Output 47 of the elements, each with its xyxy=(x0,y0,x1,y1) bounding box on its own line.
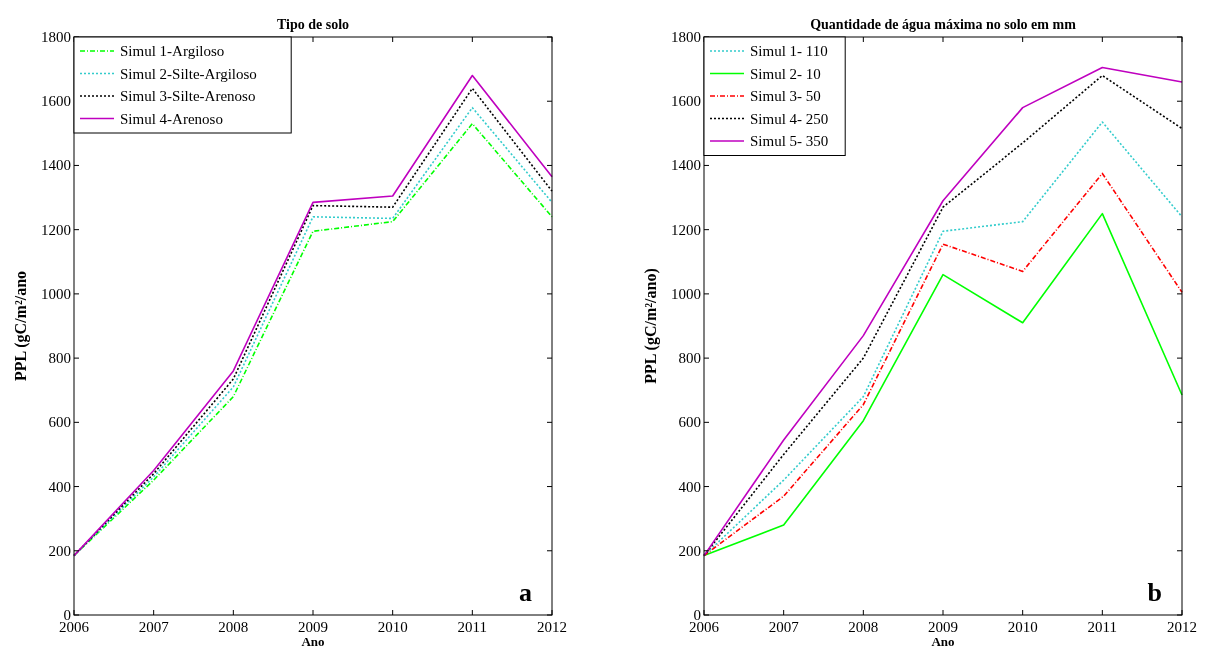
annotation: b xyxy=(1147,578,1162,607)
legend-label: Simul 3- 50 xyxy=(750,88,821,104)
legend-label: Simul 3-Silte-Arenoso xyxy=(120,88,256,104)
y-tick-label: 1800 xyxy=(671,29,701,45)
y-axis-title: PPL (gC/m²/ano) xyxy=(642,268,660,384)
legend-label: Simul 4-Arenoso xyxy=(120,110,223,127)
x-tick-label: 2007 xyxy=(138,619,170,635)
y-tick-label: 400 xyxy=(48,478,71,495)
x-tick-label: 2010 xyxy=(1007,619,1038,635)
y-tick-label: 1200 xyxy=(41,221,71,238)
legend-label: Simul 2-Silte-Argiloso xyxy=(120,65,257,82)
y-tick-label: 800 xyxy=(678,350,701,367)
x-tick-label: 2012 xyxy=(1167,619,1197,635)
y-tick-label: 1000 xyxy=(41,285,71,302)
y-tick-label: 400 xyxy=(678,478,701,495)
y-tick-label: 800 xyxy=(48,350,71,367)
y-tick-label: 1800 xyxy=(41,29,71,45)
x-tick-label: 2012 xyxy=(537,619,567,635)
x-axis-title: Ano xyxy=(301,634,325,649)
annotation: a xyxy=(519,578,532,607)
y-tick-label: 600 xyxy=(678,414,701,431)
y-tick-label: 1400 xyxy=(671,157,701,174)
y-axis-title: PPL (gC/m²/ano xyxy=(12,270,30,382)
legend-label: Simul 5- 350 xyxy=(750,133,829,149)
x-tick-label: 2011 xyxy=(457,619,488,635)
x-axis-title: Ano xyxy=(931,634,955,649)
x-tick-label: 2009 xyxy=(928,619,958,635)
y-tick-label: 1200 xyxy=(671,221,701,238)
legend-label: Simul 1- 110 xyxy=(750,43,828,59)
x-tick-label: 2009 xyxy=(298,619,328,635)
legend-label: Simul 4- 250 xyxy=(750,110,829,127)
y-tick-label: 1000 xyxy=(671,285,701,302)
y-tick-label: 200 xyxy=(48,542,71,559)
y-tick-label: 600 xyxy=(48,414,71,431)
y-tick-label: 1400 xyxy=(41,157,71,174)
y-tick-label: 1600 xyxy=(41,93,71,110)
y-tick-label: 200 xyxy=(678,542,701,559)
y-tick-label: 1600 xyxy=(671,93,701,110)
x-tick-label: 2010 xyxy=(377,619,408,635)
legend-label: Simul 2- 10 xyxy=(750,65,821,82)
x-tick-label: 2011 xyxy=(1087,619,1118,635)
x-tick-label: 2007 xyxy=(768,619,800,635)
chart-title: Tipo de solo xyxy=(276,17,350,32)
chart-title: Quantidade de água máxima no solo em mm xyxy=(810,17,1077,32)
legend-label: Simul 1-Argiloso xyxy=(120,43,225,59)
x-tick-label: 2008 xyxy=(218,619,249,635)
x-tick-label: 2008 xyxy=(848,619,879,635)
